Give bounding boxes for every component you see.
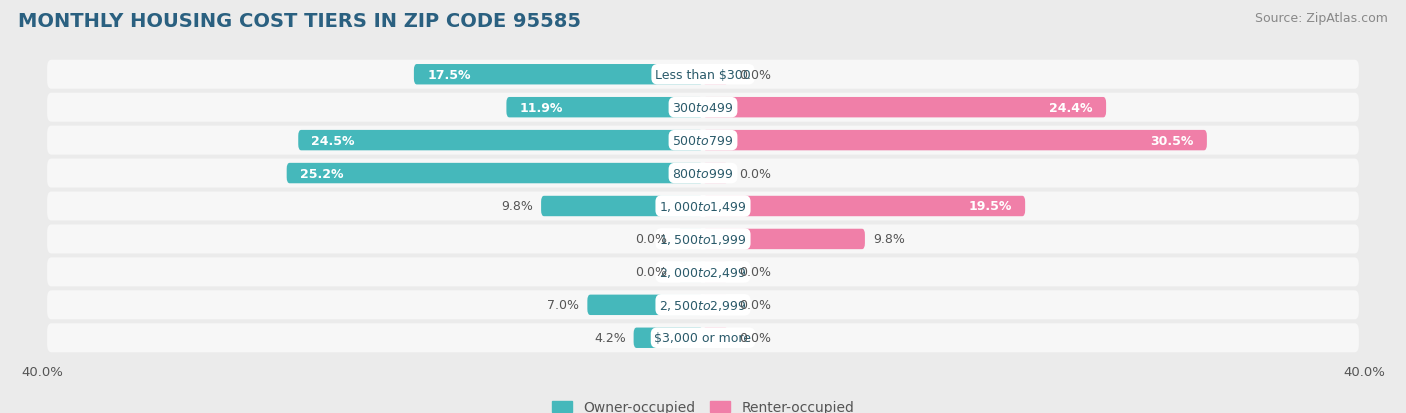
FancyBboxPatch shape: [48, 126, 1358, 155]
Text: $2,000 to $2,499: $2,000 to $2,499: [659, 265, 747, 279]
Bar: [695, 164, 703, 184]
Text: 7.0%: 7.0%: [547, 299, 579, 311]
Text: $300 to $499: $300 to $499: [672, 102, 734, 114]
Bar: [695, 328, 703, 348]
FancyBboxPatch shape: [588, 295, 703, 315]
Text: 17.5%: 17.5%: [427, 69, 471, 81]
Bar: [695, 295, 703, 315]
Text: 0.0%: 0.0%: [740, 69, 772, 81]
Text: 25.2%: 25.2%: [299, 167, 343, 180]
FancyBboxPatch shape: [541, 196, 703, 217]
FancyBboxPatch shape: [634, 328, 703, 348]
FancyBboxPatch shape: [703, 328, 728, 348]
FancyBboxPatch shape: [703, 229, 865, 249]
Text: 9.8%: 9.8%: [502, 200, 533, 213]
Text: 11.9%: 11.9%: [520, 102, 562, 114]
Text: 30.5%: 30.5%: [1150, 134, 1194, 147]
Text: Source: ZipAtlas.com: Source: ZipAtlas.com: [1254, 12, 1388, 25]
FancyBboxPatch shape: [48, 192, 1358, 221]
Text: 4.2%: 4.2%: [593, 332, 626, 344]
FancyBboxPatch shape: [413, 65, 703, 85]
FancyBboxPatch shape: [678, 229, 703, 249]
Text: 0.0%: 0.0%: [740, 266, 772, 279]
FancyBboxPatch shape: [48, 159, 1358, 188]
FancyBboxPatch shape: [678, 262, 703, 282]
FancyBboxPatch shape: [703, 98, 1107, 118]
Bar: [695, 196, 703, 217]
FancyBboxPatch shape: [48, 323, 1358, 352]
FancyBboxPatch shape: [48, 93, 1358, 122]
Bar: [703, 131, 711, 151]
Text: $800 to $999: $800 to $999: [672, 167, 734, 180]
Text: Less than $300: Less than $300: [655, 69, 751, 81]
Text: $1,000 to $1,499: $1,000 to $1,499: [659, 199, 747, 214]
Text: $500 to $799: $500 to $799: [672, 134, 734, 147]
FancyBboxPatch shape: [48, 258, 1358, 287]
Bar: [695, 131, 703, 151]
FancyBboxPatch shape: [703, 131, 1206, 151]
Text: 0.0%: 0.0%: [740, 299, 772, 311]
FancyBboxPatch shape: [703, 65, 728, 85]
Text: 0.0%: 0.0%: [740, 167, 772, 180]
FancyBboxPatch shape: [48, 61, 1358, 90]
FancyBboxPatch shape: [703, 164, 728, 184]
Text: 0.0%: 0.0%: [634, 233, 666, 246]
Bar: [703, 98, 711, 118]
FancyBboxPatch shape: [506, 98, 703, 118]
Text: $1,500 to $1,999: $1,500 to $1,999: [659, 233, 747, 246]
Text: 0.0%: 0.0%: [634, 266, 666, 279]
FancyBboxPatch shape: [298, 131, 703, 151]
FancyBboxPatch shape: [703, 196, 1025, 217]
Bar: [703, 196, 711, 217]
FancyBboxPatch shape: [48, 291, 1358, 320]
Bar: [703, 229, 711, 249]
Bar: [695, 98, 703, 118]
Text: 0.0%: 0.0%: [740, 332, 772, 344]
Text: 9.8%: 9.8%: [873, 233, 904, 246]
Bar: [695, 65, 703, 85]
Text: 24.5%: 24.5%: [312, 134, 354, 147]
FancyBboxPatch shape: [703, 262, 728, 282]
Text: $2,500 to $2,999: $2,500 to $2,999: [659, 298, 747, 312]
FancyBboxPatch shape: [48, 225, 1358, 254]
Text: $3,000 or more: $3,000 or more: [655, 332, 751, 344]
FancyBboxPatch shape: [287, 164, 703, 184]
Text: 19.5%: 19.5%: [969, 200, 1012, 213]
Text: 24.4%: 24.4%: [1049, 102, 1092, 114]
Legend: Owner-occupied, Renter-occupied: Owner-occupied, Renter-occupied: [546, 394, 860, 413]
FancyBboxPatch shape: [703, 295, 728, 315]
Text: MONTHLY HOUSING COST TIERS IN ZIP CODE 95585: MONTHLY HOUSING COST TIERS IN ZIP CODE 9…: [18, 12, 581, 31]
